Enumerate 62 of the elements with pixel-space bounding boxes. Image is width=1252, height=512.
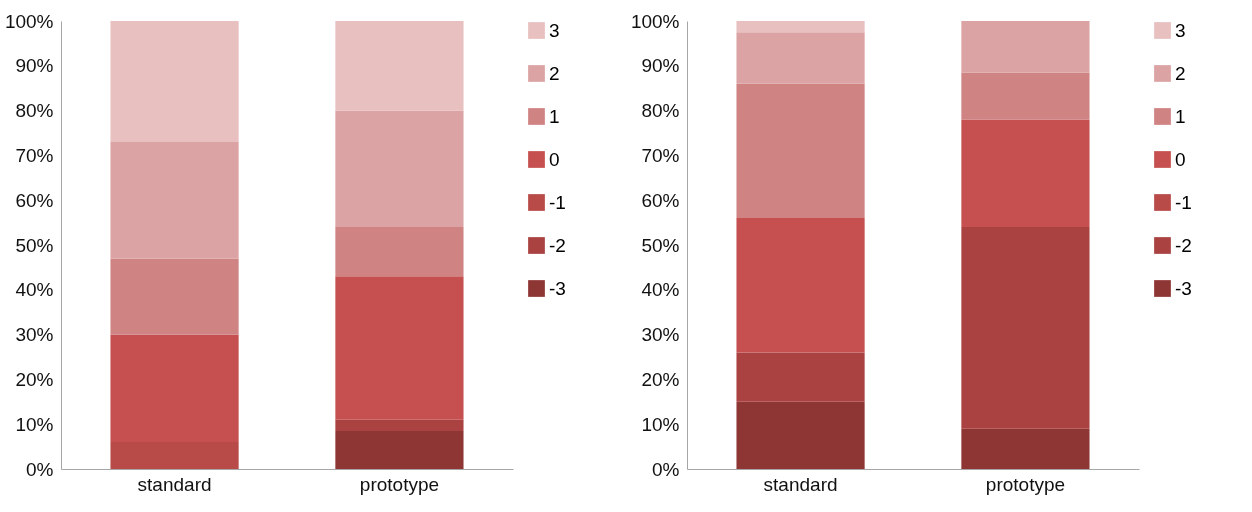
x-tick-label: prototype bbox=[359, 473, 440, 495]
legend-label: -3 bbox=[549, 277, 566, 299]
bar bbox=[110, 442, 239, 469]
legend-label: 3 bbox=[549, 19, 560, 41]
legend-label: 2 bbox=[1175, 62, 1186, 84]
bar bbox=[961, 119, 1090, 228]
y-tick-label: 80% bbox=[641, 100, 680, 122]
legend-label: 2 bbox=[549, 62, 560, 84]
legend-label: 1 bbox=[549, 105, 560, 127]
legend-label: -3 bbox=[1175, 277, 1192, 299]
bar bbox=[961, 21, 1090, 73]
bar bbox=[736, 218, 865, 353]
y-tick-label: 10% bbox=[15, 413, 54, 435]
y-tick-label: 30% bbox=[15, 324, 54, 346]
bar bbox=[736, 352, 865, 402]
y-tick-label: 100% bbox=[630, 10, 680, 32]
bar bbox=[736, 83, 865, 219]
bar bbox=[961, 72, 1090, 120]
x-tick-label: standard bbox=[137, 473, 212, 495]
y-tick-label: 80% bbox=[15, 100, 54, 122]
bar bbox=[110, 21, 239, 142]
y-tick-label: 20% bbox=[641, 368, 680, 390]
legend-label: 3 bbox=[1175, 19, 1186, 41]
y-tick-label: 40% bbox=[641, 279, 680, 301]
y-tick-label: 40% bbox=[15, 279, 54, 301]
bar bbox=[335, 21, 464, 111]
x-tick-label: standard bbox=[763, 473, 838, 495]
bar bbox=[736, 32, 865, 84]
legend-label: -2 bbox=[1175, 234, 1192, 256]
bar bbox=[335, 227, 464, 277]
y-tick-label: 100% bbox=[4, 10, 54, 32]
y-tick-label: 90% bbox=[15, 55, 54, 77]
y-tick-label: 60% bbox=[641, 189, 680, 211]
y-tick-label: 50% bbox=[641, 234, 680, 256]
bar bbox=[961, 227, 1090, 429]
bar bbox=[110, 258, 239, 335]
y-tick-label: 10% bbox=[641, 413, 680, 435]
bar bbox=[110, 334, 239, 443]
y-tick-label: 70% bbox=[641, 144, 680, 166]
y-tick-label: 0% bbox=[26, 458, 54, 480]
y-tick-label: 30% bbox=[641, 324, 680, 346]
bar bbox=[736, 21, 865, 33]
y-tick-label: 50% bbox=[15, 234, 54, 256]
y-tick-label: 60% bbox=[15, 189, 54, 211]
legend-label: 0 bbox=[549, 148, 560, 170]
bar bbox=[335, 419, 464, 431]
y-tick-label: 90% bbox=[641, 55, 680, 77]
legend-label: 1 bbox=[1175, 105, 1186, 127]
x-tick-label: prototype bbox=[985, 473, 1066, 495]
legend-label: -2 bbox=[549, 234, 566, 256]
bar bbox=[110, 141, 239, 259]
bar bbox=[335, 430, 464, 469]
y-tick-label: 70% bbox=[15, 144, 54, 166]
y-tick-label: 20% bbox=[15, 368, 54, 390]
bar bbox=[335, 276, 464, 420]
y-tick-label: 0% bbox=[652, 458, 680, 480]
bar bbox=[736, 401, 865, 469]
bar bbox=[335, 110, 464, 228]
legend-label: -1 bbox=[549, 191, 566, 213]
bar bbox=[961, 428, 1090, 469]
legend-label: 0 bbox=[1175, 148, 1186, 170]
legend-label: -1 bbox=[1175, 191, 1192, 213]
